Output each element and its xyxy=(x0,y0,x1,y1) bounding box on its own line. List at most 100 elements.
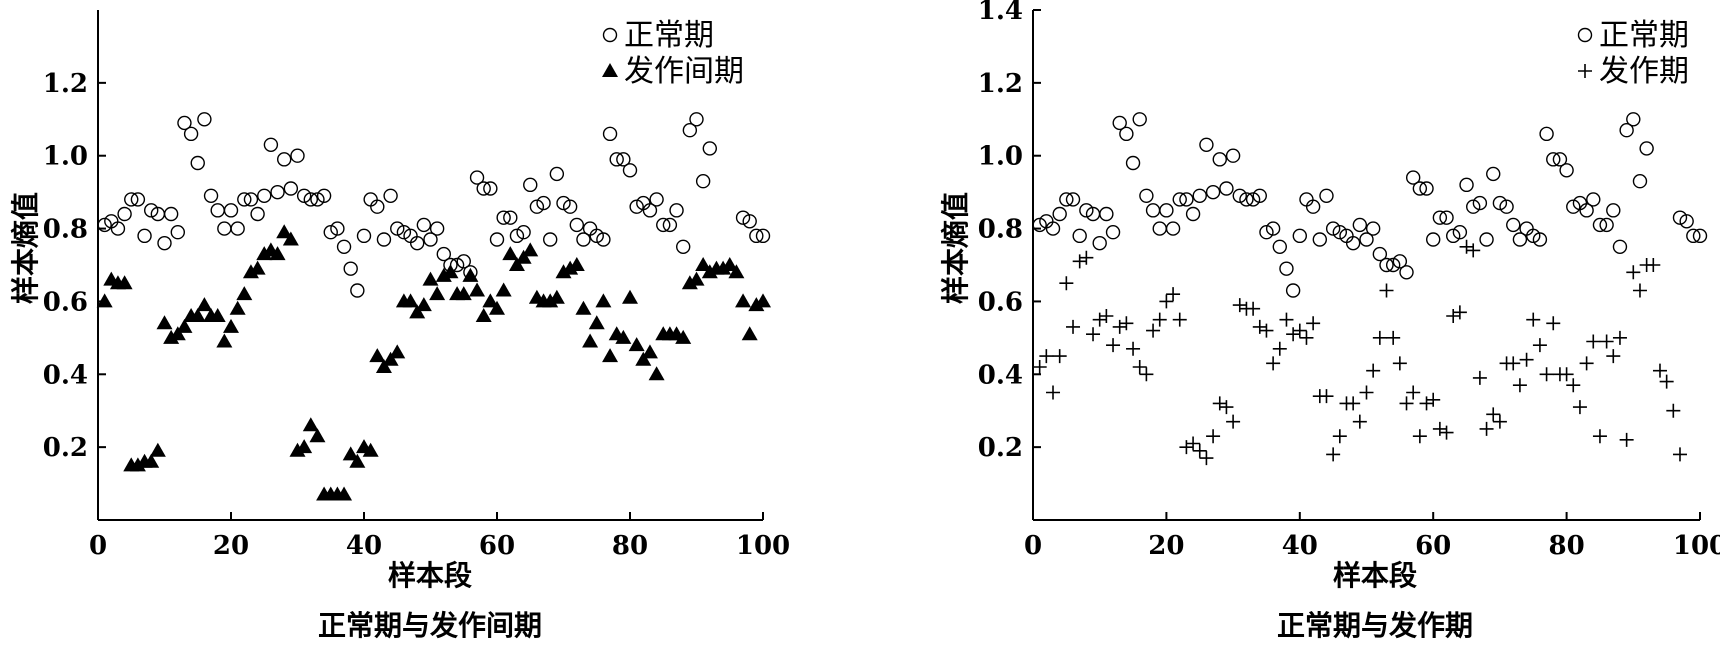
data-point-circle xyxy=(416,217,432,233)
data-point-circle xyxy=(1319,188,1334,203)
data-point-circle xyxy=(1145,203,1161,218)
data-point-triangle xyxy=(156,315,173,330)
data-point-triangle xyxy=(336,486,353,501)
data-point-circle xyxy=(536,195,551,211)
data-point-plus xyxy=(1086,327,1101,342)
data-point-triangle xyxy=(648,366,665,381)
data-point-plus xyxy=(1506,356,1521,371)
x-tick-label: 40 xyxy=(1282,531,1318,561)
data-point-plus xyxy=(1052,349,1067,364)
data-point-circle xyxy=(296,188,312,203)
data-point-circle xyxy=(1619,123,1634,138)
data-point-triangle xyxy=(369,348,386,363)
data-point-circle xyxy=(483,181,498,196)
data-point-circle xyxy=(1225,148,1241,163)
data-point-plus xyxy=(1666,403,1681,418)
data-point-plus xyxy=(1152,312,1167,327)
data-point-circle xyxy=(270,184,285,200)
data-point-circle xyxy=(1205,184,1221,200)
data-point-plus xyxy=(1192,443,1207,458)
data-point-triangle xyxy=(508,257,525,271)
data-point-plus xyxy=(1119,316,1134,331)
data-point-circle xyxy=(1065,192,1081,207)
data-point-circle xyxy=(742,214,757,229)
data-point-plus xyxy=(1646,258,1661,272)
data-point-circle xyxy=(1405,170,1421,185)
x-tick-label: 100 xyxy=(1673,531,1720,561)
x-tick-label: 0 xyxy=(89,531,107,561)
data-point-circle xyxy=(1466,199,1481,214)
data-point-circle xyxy=(237,192,252,207)
data-point-circle xyxy=(1272,239,1287,254)
data-point-circle xyxy=(97,217,112,233)
data-point-circle xyxy=(1632,174,1648,189)
data-point-circle xyxy=(1172,192,1187,207)
data-point-circle xyxy=(1385,257,1401,273)
data-point-triangle xyxy=(289,442,306,457)
data-point-plus xyxy=(1612,330,1627,345)
data-point-circle xyxy=(390,221,405,236)
data-point-circle xyxy=(1239,192,1254,207)
data-point-circle xyxy=(1492,195,1508,211)
data-point-plus xyxy=(1599,334,1614,349)
data-point-triangle xyxy=(688,271,705,286)
data-point-circle xyxy=(203,188,219,203)
y-tick-label: 0.8 xyxy=(978,215,1023,245)
data-point-circle xyxy=(1526,228,1541,244)
data-point-plus xyxy=(1226,414,1241,429)
data-point-triangle xyxy=(568,257,585,271)
data-point-circle xyxy=(569,217,584,233)
y-tick-label: 1.2 xyxy=(43,69,88,99)
data-point-triangle xyxy=(728,264,745,279)
data-point-triangle xyxy=(143,453,160,468)
x-tick-label: 80 xyxy=(612,531,648,561)
data-point-circle xyxy=(177,115,192,131)
y-tick-label: 0.2 xyxy=(43,433,88,463)
data-point-triangle xyxy=(695,257,712,271)
x-tick-label: 0 xyxy=(1024,531,1042,561)
data-point-circle xyxy=(1332,225,1348,240)
data-point-plus xyxy=(1466,243,1481,258)
data-point-triangle xyxy=(302,417,319,432)
data-point-plus xyxy=(1372,330,1387,345)
data-point-circle xyxy=(250,206,265,222)
data-point-plus xyxy=(1206,429,1221,444)
data-point-triangle xyxy=(349,453,366,468)
data-point-plus xyxy=(1166,287,1181,302)
data-point-triangle xyxy=(149,442,166,457)
data-point-circle xyxy=(489,232,505,247)
data-point-circle xyxy=(376,232,392,247)
data-point-plus xyxy=(1139,367,1154,382)
data-point-triangle xyxy=(375,359,392,373)
data-point-circle xyxy=(476,181,491,196)
data-point-circle xyxy=(1219,181,1234,196)
data-point-circle xyxy=(1419,181,1434,196)
data-point-circle xyxy=(396,225,412,240)
data-point-triangle xyxy=(223,318,239,333)
data-point-plus xyxy=(1399,396,1414,411)
data-point-triangle xyxy=(582,333,599,348)
data-point-plus xyxy=(1492,414,1507,429)
data-point-circle xyxy=(124,192,139,207)
data-point-triangle xyxy=(382,351,399,366)
data-point-triangle xyxy=(209,308,226,322)
data-point-triangle xyxy=(269,246,286,261)
y-tick-label: 1.4 xyxy=(978,0,1023,26)
data-point-circle xyxy=(1686,228,1701,244)
data-point-triangle xyxy=(462,267,479,282)
x-tick-label: 100 xyxy=(736,531,790,561)
data-point-circle xyxy=(669,203,684,218)
data-point-triangle xyxy=(422,271,439,286)
data-point-triangle xyxy=(256,246,273,261)
data-point-circle xyxy=(1479,232,1494,247)
data-point-plus xyxy=(1406,385,1421,400)
data-point-plus xyxy=(1059,276,1074,291)
data-point-plus xyxy=(1539,367,1554,382)
data-point-triangle xyxy=(715,260,732,275)
data-point-circle xyxy=(210,203,225,218)
data-point-plus xyxy=(1626,265,1641,280)
data-point-plus xyxy=(1446,309,1461,323)
data-point-circle xyxy=(1185,206,1201,222)
data-point-plus xyxy=(1252,319,1267,334)
